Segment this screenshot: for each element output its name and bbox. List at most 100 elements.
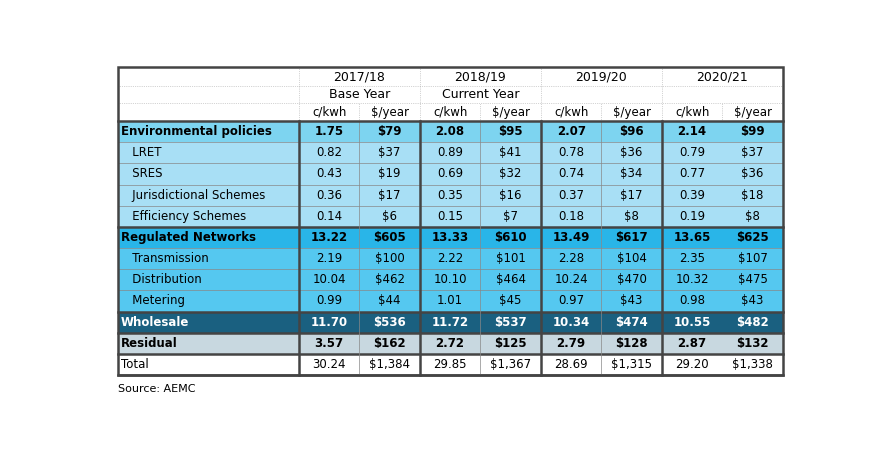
Text: 1.01: 1.01 [436,294,463,308]
Text: Wholesale: Wholesale [120,316,189,329]
Text: $470: $470 [616,273,646,286]
Text: 2.14: 2.14 [677,125,706,138]
Text: 0.15: 0.15 [436,210,463,223]
Text: 11.72: 11.72 [431,316,468,329]
Text: 10.10: 10.10 [433,273,466,286]
Text: 0.74: 0.74 [558,167,584,181]
Text: Environmental policies: Environmental policies [120,125,271,138]
Text: 2.35: 2.35 [679,252,704,265]
Text: 0.99: 0.99 [316,294,342,308]
Text: $101: $101 [495,252,525,265]
Text: $17: $17 [620,189,642,202]
Text: Jurisdictional Schemes: Jurisdictional Schemes [120,189,265,202]
Text: $99: $99 [739,125,764,138]
Text: $37: $37 [378,146,400,159]
Text: c/kwh: c/kwh [312,106,346,119]
Text: Current Year: Current Year [441,88,519,101]
Text: $610: $610 [493,231,526,244]
Text: Total: Total [120,358,148,371]
Text: 0.77: 0.77 [679,167,704,181]
Text: $/year: $/year [371,106,408,119]
Text: 2.19: 2.19 [315,252,342,265]
Text: $/year: $/year [491,106,529,119]
Text: 0.14: 0.14 [316,210,342,223]
Text: $43: $43 [620,294,642,308]
Text: Distribution: Distribution [120,273,201,286]
Text: LRET: LRET [120,146,161,159]
Text: $45: $45 [499,294,522,308]
Text: 10.24: 10.24 [554,273,587,286]
Text: SRES: SRES [120,167,162,181]
Bar [118,206,782,227]
Text: 2019/20: 2019/20 [575,70,627,83]
Text: 3.57: 3.57 [314,337,343,350]
Text: $6: $6 [382,210,397,223]
Text: 0.78: 0.78 [558,146,584,159]
Text: 30.24: 30.24 [312,358,345,371]
Text: 13.49: 13.49 [552,231,589,244]
Text: $43: $43 [741,294,763,308]
Text: $32: $32 [499,167,522,181]
Text: Base Year: Base Year [328,88,390,101]
Text: 0.79: 0.79 [679,146,704,159]
Text: $19: $19 [378,167,400,181]
Text: 2.87: 2.87 [677,337,706,350]
Text: 10.34: 10.34 [552,316,589,329]
Text: $1,315: $1,315 [610,358,651,371]
Text: 29.20: 29.20 [674,358,709,371]
Text: 0.35: 0.35 [436,189,463,202]
Text: Metering: Metering [120,294,184,308]
Text: $36: $36 [620,146,642,159]
Text: $1,367: $1,367 [490,358,530,371]
Text: 0.69: 0.69 [436,167,463,181]
Text: $18: $18 [741,189,763,202]
Bar [118,142,782,163]
Text: 28.69: 28.69 [554,358,587,371]
Text: Regulated Networks: Regulated Networks [120,231,255,244]
Text: c/kwh: c/kwh [674,106,709,119]
Text: $128: $128 [615,337,647,350]
Text: $482: $482 [736,316,768,329]
Text: 0.82: 0.82 [316,146,342,159]
Text: $1,384: $1,384 [369,358,410,371]
Text: $617: $617 [615,231,647,244]
Text: $462: $462 [374,273,404,286]
Text: $475: $475 [737,273,766,286]
Text: 10.32: 10.32 [674,273,708,286]
Bar [118,312,782,333]
Text: $107: $107 [737,252,766,265]
Text: 0.19: 0.19 [679,210,704,223]
Text: $1,338: $1,338 [731,358,773,371]
Text: 11.70: 11.70 [310,316,348,329]
Text: 0.39: 0.39 [679,189,704,202]
Text: 0.43: 0.43 [316,167,342,181]
Bar [118,185,782,206]
Text: $36: $36 [741,167,763,181]
Text: 0.98: 0.98 [679,294,704,308]
Text: Efficiency Schemes: Efficiency Schemes [120,210,246,223]
Text: Source: AEMC: Source: AEMC [118,384,195,394]
Bar [118,354,782,375]
Text: $162: $162 [373,337,406,350]
Text: 2018/19: 2018/19 [454,70,506,83]
Text: 13.33: 13.33 [431,231,468,244]
Text: $8: $8 [623,210,638,223]
Text: $/year: $/year [733,106,771,119]
Text: $100: $100 [374,252,404,265]
Text: $79: $79 [377,125,401,138]
Text: $464: $464 [495,273,525,286]
Text: 2.72: 2.72 [435,337,464,350]
Bar [118,163,782,185]
Text: 2.22: 2.22 [436,252,463,265]
Text: $17: $17 [378,189,400,202]
Text: $625: $625 [736,231,768,244]
Text: $7: $7 [502,210,517,223]
Text: 2.08: 2.08 [435,125,464,138]
Text: $34: $34 [620,167,642,181]
Text: 1.75: 1.75 [314,125,343,138]
Text: $537: $537 [493,316,526,329]
Text: $8: $8 [745,210,759,223]
Text: c/kwh: c/kwh [433,106,467,119]
Text: 13.65: 13.65 [673,231,710,244]
Text: 13.22: 13.22 [310,231,348,244]
